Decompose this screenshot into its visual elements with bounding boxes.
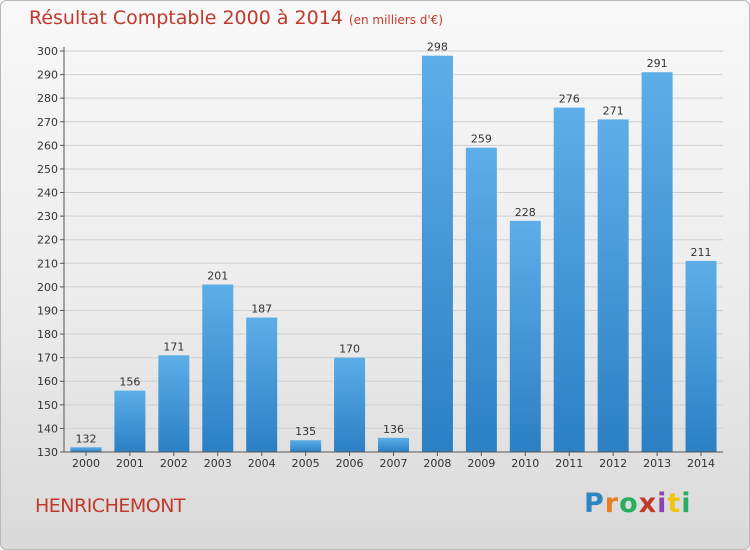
logo-letter: P bbox=[584, 488, 605, 519]
x-tick-label: 2012 bbox=[599, 457, 627, 470]
x-tick-label: 2007 bbox=[380, 457, 408, 470]
y-tick-label: 220 bbox=[37, 234, 58, 247]
y-tick-label: 230 bbox=[37, 210, 58, 223]
y-tick-label: 140 bbox=[37, 422, 58, 435]
y-tick-label: 200 bbox=[37, 281, 58, 294]
x-tick-label: 2004 bbox=[248, 457, 276, 470]
proxiti-logo[interactable]: Proxiti bbox=[584, 488, 692, 519]
bar-value-label: 259 bbox=[471, 133, 492, 146]
y-tick-label: 300 bbox=[37, 45, 58, 58]
bar bbox=[334, 357, 366, 452]
bar bbox=[597, 119, 629, 452]
logo-letter: t bbox=[667, 488, 682, 519]
x-tick-label: 2011 bbox=[555, 457, 583, 470]
bar bbox=[421, 55, 453, 452]
y-tick-label: 280 bbox=[37, 92, 58, 105]
bar-value-label: 171 bbox=[163, 340, 184, 353]
y-tick-label: 260 bbox=[37, 139, 58, 152]
logo-letter: i bbox=[657, 488, 668, 519]
x-tick-label: 2006 bbox=[336, 457, 364, 470]
y-tick-label: 160 bbox=[37, 375, 58, 388]
bar bbox=[114, 390, 146, 452]
y-tick-label: 210 bbox=[37, 257, 58, 270]
x-tick-label: 2000 bbox=[72, 457, 100, 470]
axes: 130 140 150 160 170 180 190 200 210 220 230 240 250 2… bbox=[37, 45, 723, 470]
bar-value-label: 276 bbox=[559, 93, 580, 106]
bar-value-label: 211 bbox=[691, 246, 712, 259]
y-tick-label: 130 bbox=[37, 446, 58, 459]
y-tick-label: 180 bbox=[37, 328, 58, 341]
x-tick-label: 2003 bbox=[204, 457, 232, 470]
bar-value-label: 156 bbox=[119, 376, 140, 389]
bar-value-label: 170 bbox=[339, 343, 360, 356]
bar bbox=[553, 107, 585, 453]
bar bbox=[158, 355, 190, 452]
y-tick-label: 270 bbox=[37, 116, 58, 129]
y-tick-label: 290 bbox=[37, 69, 58, 82]
x-tick-label: 2008 bbox=[423, 457, 451, 470]
bar-value-label: 201 bbox=[207, 270, 228, 283]
bar bbox=[641, 72, 673, 453]
bar bbox=[202, 284, 234, 452]
bar bbox=[685, 260, 717, 452]
bar bbox=[465, 147, 497, 452]
bar-value-label: 228 bbox=[515, 206, 536, 219]
x-tick-label: 2010 bbox=[511, 457, 539, 470]
bar-value-label: 271 bbox=[603, 104, 624, 117]
x-tick-label: 2002 bbox=[160, 457, 188, 470]
y-tick-label: 170 bbox=[37, 352, 58, 365]
y-tick-label: 150 bbox=[37, 399, 58, 412]
commune-name: HENRICHEMONT bbox=[35, 495, 186, 517]
bar bbox=[246, 317, 278, 452]
x-tick-label: 2009 bbox=[467, 457, 495, 470]
bar bbox=[70, 447, 102, 452]
y-tick-label: 240 bbox=[37, 187, 58, 200]
y-tick-label: 190 bbox=[37, 304, 58, 317]
bar-value-label: 136 bbox=[383, 423, 404, 436]
x-tick-label: 2014 bbox=[687, 457, 715, 470]
y-tick-label: 250 bbox=[37, 163, 58, 176]
data-labels: 132 156 171 201 187 135 170 136 298 259 228 276 271 2… bbox=[75, 41, 711, 446]
bar-value-label: 187 bbox=[251, 303, 272, 316]
logo-letter: r bbox=[604, 488, 620, 519]
logo-letter: o bbox=[619, 488, 639, 519]
chart-title: Résultat Comptable 2000 à 2014 bbox=[29, 7, 343, 29]
bar bbox=[509, 220, 541, 452]
bar bbox=[378, 437, 409, 452]
logo-letter: i bbox=[681, 488, 692, 519]
x-tick-label: 2005 bbox=[292, 457, 320, 470]
bars bbox=[70, 55, 717, 453]
chart-title-block: Résultat Comptable 2000 à 2014 (en millie… bbox=[29, 7, 443, 29]
bar-value-label: 135 bbox=[295, 425, 316, 438]
x-tick-label: 2013 bbox=[643, 457, 671, 470]
x-tick-label: 2001 bbox=[116, 457, 144, 470]
bar-value-label: 298 bbox=[427, 41, 448, 54]
logo-letter: x bbox=[638, 488, 658, 519]
bar-value-label: 132 bbox=[75, 432, 96, 445]
bar-value-label: 291 bbox=[647, 57, 668, 70]
chart-subtitle: (en milliers d'€) bbox=[348, 13, 444, 27]
bar bbox=[290, 440, 322, 452]
